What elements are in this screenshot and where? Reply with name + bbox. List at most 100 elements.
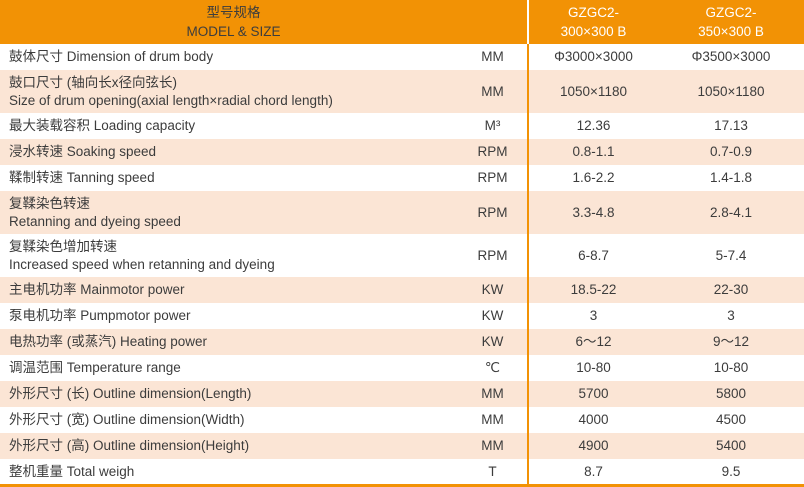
table-row: 外形尺寸 (长) Outline dimension(Length) MM 5700… (0, 381, 804, 407)
row-value-model-1: 6-8.7 (578, 247, 609, 263)
row-label: 鞣制转速 Tanning speed (9, 170, 155, 185)
header-column-model-1: GZGC2- 300×300 B (527, 0, 658, 44)
header-title-en: MODEL & SIZE (186, 24, 281, 39)
row-value-cell-model-1: 8.7 (527, 459, 658, 484)
row-value-model-2: 4500 (715, 412, 747, 427)
row-value-cell-model-2: 5800 (658, 381, 804, 407)
row-unit-cell: MM (458, 44, 527, 70)
row-value-cell-model-1: 3.3-4.8 (527, 191, 658, 234)
row-label-cell: 调温范围 Temperature range (0, 355, 458, 381)
row-label-cell: 鞣制转速 Tanning speed (0, 165, 458, 191)
row-value-cell-model-1: 4900 (527, 433, 658, 459)
row-label-cell: 整机重量 Total weigh (0, 459, 458, 484)
row-value-cell-model-2: 1.4-1.8 (658, 165, 804, 191)
header-column-model-2: GZGC2- 350×300 B (658, 0, 804, 44)
row-label-cell: 鼓口尺寸 (轴向长x径向弦长) Size of drum opening(axi… (0, 70, 458, 113)
row-value-cell-model-1: 12.36 (527, 113, 658, 139)
row-value-model-1: 6～12 (575, 334, 612, 349)
row-unit: MM (481, 412, 504, 427)
row-value-model-1: 0.8-1.1 (572, 144, 615, 159)
row-value-cell-model-1: Φ3000×3000 (527, 44, 658, 70)
row-label: 主电机功率 Mainmotor power (9, 282, 185, 297)
row-value-cell-model-1: 3 (527, 303, 658, 329)
row-value-cell-model-2: 1050×1180 (658, 70, 804, 113)
row-value-model-1: 3 (589, 308, 598, 323)
row-value-model-2: Φ3500×3000 (691, 49, 771, 64)
header-title-cn: 型号规格 (206, 5, 261, 20)
table-row: 整机重量 Total weigh T 8.7 9.5 (0, 459, 804, 484)
row-label: 鼓口尺寸 (轴向长x径向弦长) Size of drum opening(axi… (9, 74, 333, 108)
table-row: 鞣制转速 Tanning speed RPM 1.6-2.2 1.4-1.8 (0, 165, 804, 191)
row-label: 整机重量 Total weigh (9, 464, 135, 479)
row-value-cell-model-2: 9.5 (658, 459, 804, 484)
row-value-cell-model-1: 5700 (527, 381, 658, 407)
row-unit: ℃ (484, 360, 501, 375)
row-value-cell-model-2: 0.7-0.9 (658, 139, 804, 165)
table-row: 外形尺寸 (宽) Outline dimension(Width) MM 4000 4… (0, 407, 804, 433)
row-value-model-1: 8.7 (584, 464, 603, 479)
row-value-cell-model-2: 17.13 (658, 113, 804, 139)
row-label-cell: 鼓体尺寸 Dimension of drum body (0, 44, 458, 70)
row-label-cell: 最大装载容积 Loading capacity (0, 113, 458, 139)
row-value-model-2: 1050×1180 (697, 83, 765, 99)
row-unit: RPM (477, 144, 508, 159)
table-row: 主电机功率 Mainmotor power KW 18.5-22 22-30 (0, 277, 804, 303)
row-unit: M³ (484, 118, 501, 133)
table-row: 外形尺寸 (高) Outline dimension(Height) MM 4900… (0, 433, 804, 459)
row-value-cell-model-1: 4000 (527, 407, 658, 433)
row-value-model-2: 9.5 (721, 464, 741, 479)
row-label: 复鞣染色增加转速 Increased speed when retanning … (9, 238, 275, 272)
table-row: 鼓口尺寸 (轴向长x径向弦长) Size of drum opening(axi… (0, 70, 804, 113)
row-unit-cell: RPM (458, 234, 527, 277)
row-value-model-1: 1050×1180 (560, 83, 627, 99)
row-value-model-2: 9～12 (712, 334, 750, 349)
row-unit: KW (481, 334, 504, 349)
row-label-cell: 复鞣染色增加转速 Increased speed when retanning … (0, 234, 458, 277)
header-model-2-prefix: GZGC2- (705, 5, 757, 20)
row-label-cell: 主电机功率 Mainmotor power (0, 277, 458, 303)
row-label: 调温范围 Temperature range (9, 360, 181, 375)
table-body: 鼓体尺寸 Dimension of drum body MM Φ3000×3000 Φ… (0, 44, 804, 484)
row-value-model-2: 0.7-0.9 (709, 144, 753, 159)
row-value-model-2: 17.13 (714, 118, 748, 133)
row-unit-cell: RPM (458, 139, 527, 165)
row-label: 浸水转速 Soaking speed (9, 144, 157, 159)
row-unit-cell: MM (458, 381, 527, 407)
header-model-1-size: 300×300 B (560, 24, 627, 39)
row-unit-cell: KW (458, 329, 527, 355)
row-label-cell: 电热功率 (或蒸汽) Heating power (0, 329, 458, 355)
row-value-model-1: 3.3-4.8 (572, 204, 615, 220)
row-value-cell-model-2: Φ3500×3000 (658, 44, 804, 70)
table-row: 复鞣染色转速 Retanning and dyeing speed RPM 3.3-… (0, 191, 804, 234)
row-value-cell-model-2: 5400 (658, 433, 804, 459)
row-unit-cell: T (458, 459, 527, 484)
row-unit: RPM (477, 170, 508, 185)
table-row: 浸水转速 Soaking speed RPM 0.8-1.1 0.7-0.9 (0, 139, 804, 165)
row-value-model-2: 3 (727, 308, 735, 323)
row-value-cell-model-1: 1050×1180 (527, 70, 658, 113)
header-model-1-prefix: GZGC2- (567, 5, 619, 20)
row-unit-cell: ℃ (458, 355, 527, 381)
row-value-cell-model-2: 9～12 (658, 329, 804, 355)
row-value-cell-model-1: 6-8.7 (527, 234, 658, 277)
row-unit: KW (481, 282, 504, 297)
row-unit: MM (481, 49, 504, 64)
row-value-cell-model-1: 18.5-22 (527, 277, 658, 303)
row-unit-cell: RPM (458, 191, 527, 234)
row-label-cell: 外形尺寸 (宽) Outline dimension(Width) (0, 407, 458, 433)
row-label-cell: 浸水转速 Soaking speed (0, 139, 458, 165)
row-label-cell: 外形尺寸 (高) Outline dimension(Height) (0, 433, 458, 459)
row-unit: MM (481, 438, 504, 453)
row-value-model-1: 10-80 (576, 360, 611, 375)
row-value-cell-model-1: 0.8-1.1 (527, 139, 658, 165)
row-value-model-2: 22-30 (713, 282, 749, 297)
row-label: 泵电机功率 Pumpmotor power (9, 308, 191, 323)
row-value-cell-model-1: 10-80 (527, 355, 658, 381)
row-unit-cell: KW (458, 303, 527, 329)
row-value-model-2: 5400 (715, 438, 747, 453)
row-value-model-1: 5700 (578, 386, 609, 401)
row-label-cell: 外形尺寸 (长) Outline dimension(Length) (0, 381, 458, 407)
row-label-cell: 复鞣染色转速 Retanning and dyeing speed (0, 191, 458, 234)
row-value-model-1: 18.5-22 (570, 282, 617, 297)
